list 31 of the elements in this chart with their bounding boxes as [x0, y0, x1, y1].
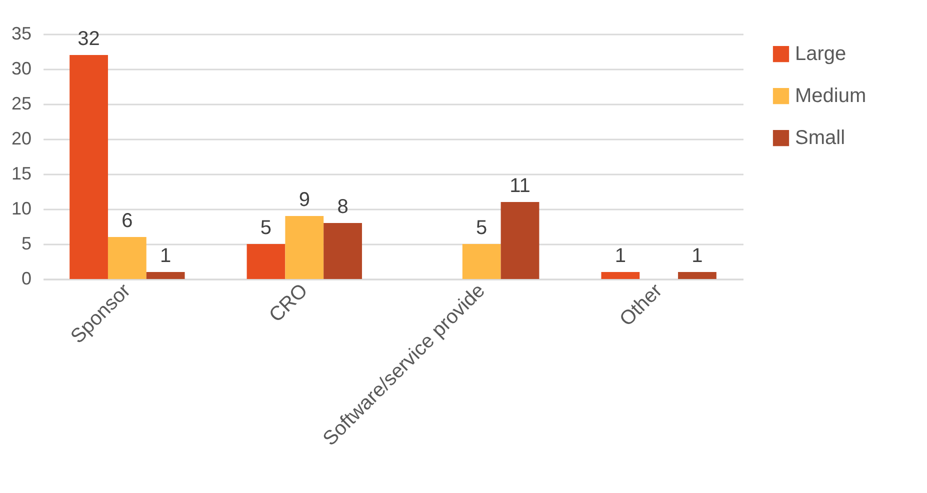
- data-label: 1: [692, 245, 703, 267]
- data-label: 9: [298, 189, 310, 211]
- bar: [246, 244, 286, 279]
- bar: [500, 202, 540, 279]
- data-label: 6: [122, 210, 133, 232]
- bar: [70, 55, 108, 279]
- data-label: 5: [476, 217, 488, 239]
- bar: [462, 244, 501, 279]
- y-tick-label: 25: [11, 94, 32, 114]
- y-tick-label: 15: [11, 164, 32, 184]
- legend-label: Large: [795, 43, 846, 65]
- bar: [146, 272, 185, 279]
- bar: [601, 272, 640, 279]
- y-tick-label: 20: [11, 128, 32, 148]
- data-label: 1: [614, 245, 626, 267]
- data-label: 32: [78, 28, 100, 50]
- y-tick-label: 35: [11, 24, 32, 44]
- data-label: 5: [260, 217, 272, 239]
- y-tick-label: 5: [21, 234, 32, 254]
- legend-label: Small: [795, 127, 846, 149]
- y-tick-label: 10: [11, 198, 32, 218]
- y-tick-label: 30: [11, 58, 32, 78]
- y-tick-label: 0: [21, 268, 32, 288]
- legend-label: Medium: [795, 85, 866, 107]
- data-label: 8: [337, 196, 348, 218]
- data-label: 11: [510, 175, 530, 197]
- bar: [324, 223, 362, 279]
- bar: [678, 272, 716, 279]
- bar: [285, 216, 324, 279]
- data-label: 1: [160, 245, 172, 267]
- bar: [108, 237, 146, 279]
